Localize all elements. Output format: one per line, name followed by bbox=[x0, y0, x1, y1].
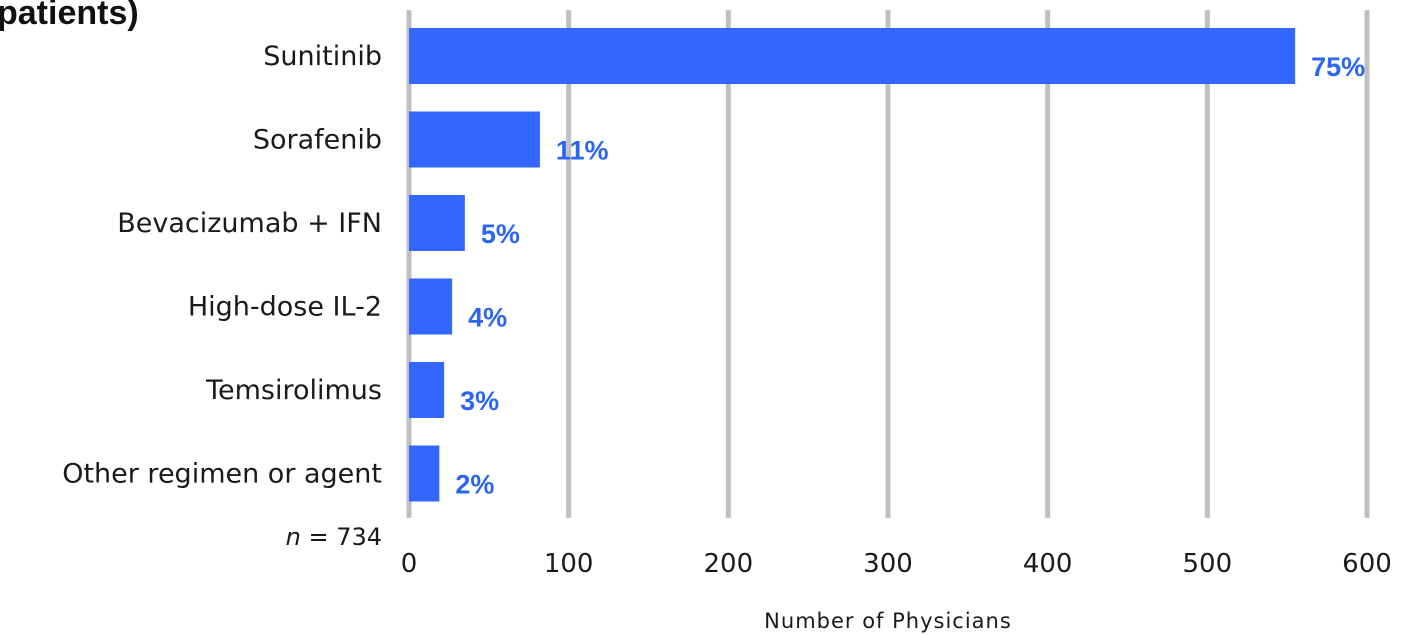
category-label: Other regimen or agent bbox=[62, 459, 382, 490]
x-tick-label: 500 bbox=[1183, 549, 1233, 579]
data-labels: 75% 11% 5% 4% 3% 2% bbox=[455, 52, 1365, 500]
data-label: 3% bbox=[460, 386, 499, 416]
chart-title: patients) bbox=[0, 0, 139, 32]
x-tick-label: 600 bbox=[1342, 549, 1392, 579]
bars bbox=[409, 28, 1296, 502]
bar bbox=[409, 195, 465, 251]
data-label: 4% bbox=[468, 303, 507, 333]
x-axis-title: Number of Physicians bbox=[764, 609, 1012, 633]
category-label: Sunitinib bbox=[263, 41, 382, 72]
category-label: High-dose IL-2 bbox=[188, 292, 382, 323]
category-label: Bevacizumab + IFN bbox=[117, 208, 382, 239]
x-tick-labels: 0 100 200 300 400 500 600 bbox=[401, 549, 1392, 579]
bar bbox=[409, 111, 540, 168]
data-label: 11% bbox=[556, 136, 609, 166]
data-label: 2% bbox=[455, 470, 494, 500]
category-label: Sorafenib bbox=[253, 125, 382, 156]
bar bbox=[409, 362, 445, 418]
sample-size-note: n = 734 bbox=[286, 523, 382, 551]
bar bbox=[409, 445, 440, 502]
x-tick-label: 300 bbox=[863, 549, 913, 579]
gridlines bbox=[406, 10, 1370, 518]
x-tick-label: 400 bbox=[1023, 549, 1073, 579]
category-label: Temsirolimus bbox=[205, 375, 382, 406]
x-tick-label: 100 bbox=[544, 549, 594, 579]
data-label: 75% bbox=[1311, 52, 1365, 82]
bar bbox=[409, 28, 1296, 84]
data-label: 5% bbox=[481, 219, 520, 249]
x-tick-label: 200 bbox=[704, 549, 754, 579]
category-labels: Sunitinib Sorafenib Bevacizumab + IFN High-… bbox=[62, 41, 382, 490]
x-tick-label: 0 bbox=[401, 549, 418, 579]
bar bbox=[409, 278, 453, 335]
